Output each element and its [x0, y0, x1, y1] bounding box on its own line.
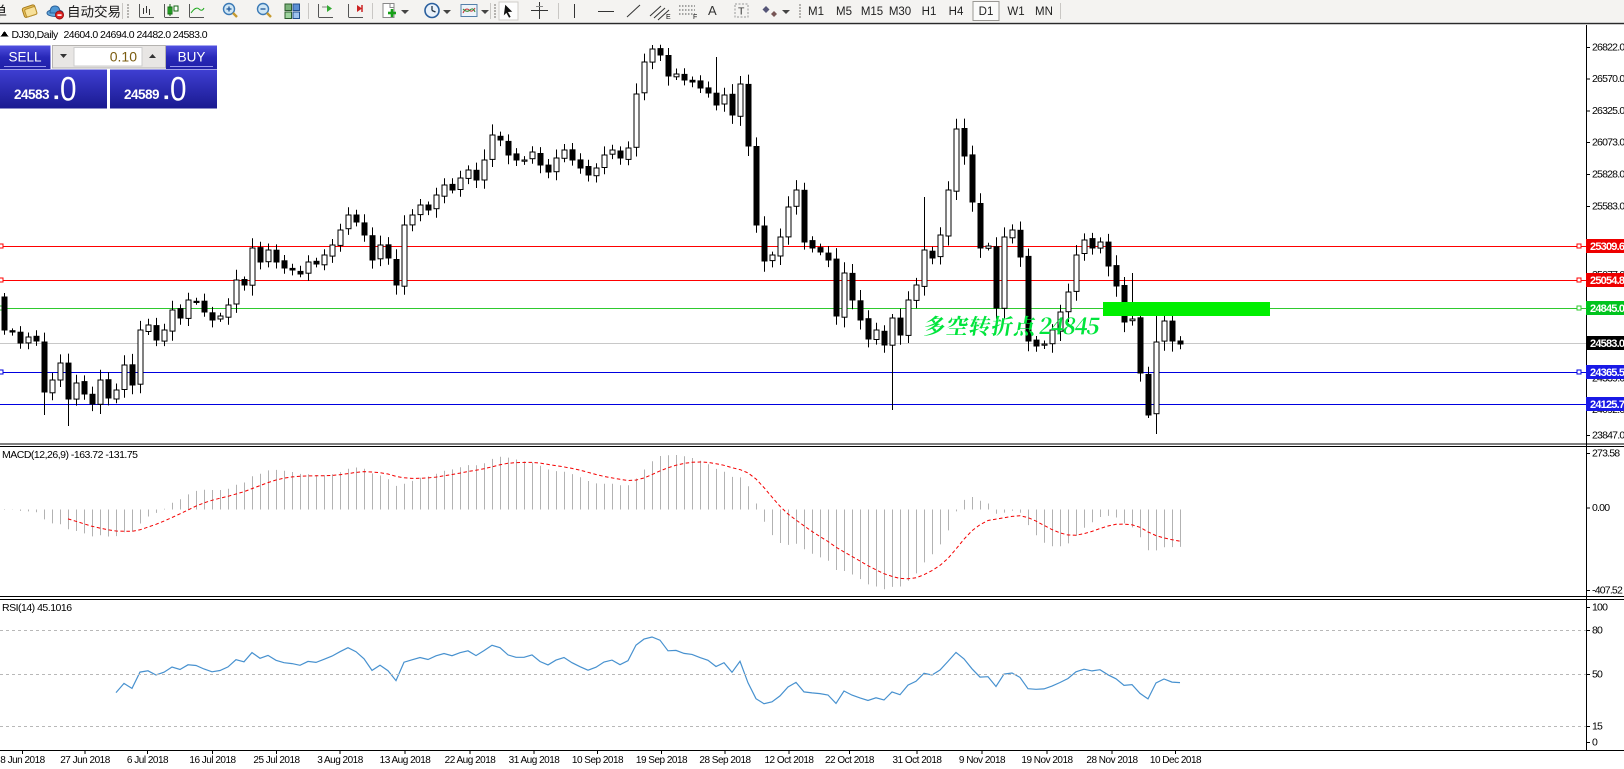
- svg-text:23847.0: 23847.0: [1592, 430, 1624, 442]
- svg-text:16 Jul 2018: 16 Jul 2018: [189, 755, 236, 766]
- svg-text:28 Nov 2018: 28 Nov 2018: [1086, 755, 1138, 766]
- svg-text:28 Sep 2018: 28 Sep 2018: [699, 755, 751, 766]
- svg-text:19 Sep 2018: 19 Sep 2018: [636, 755, 688, 766]
- svg-text:0.00: 0.00: [1592, 502, 1610, 514]
- svg-text:F: F: [693, 14, 697, 21]
- svg-text:10 Dec 2018: 10 Dec 2018: [1150, 755, 1202, 766]
- svg-text:MACD(12,26,9) -163.72 -131.75: MACD(12,26,9) -163.72 -131.75: [2, 449, 138, 461]
- svg-text:26570.0: 26570.0: [1592, 73, 1624, 85]
- svg-text:24583.0: 24583.0: [1590, 338, 1624, 350]
- svg-text:25828.0: 25828.0: [1592, 169, 1624, 181]
- svg-text:W1: W1: [1007, 6, 1024, 18]
- svg-text:24365.5: 24365.5: [1590, 367, 1624, 379]
- svg-text:M1: M1: [808, 6, 824, 18]
- svg-text:10 Sep 2018: 10 Sep 2018: [572, 755, 624, 766]
- svg-text:25054.8: 25054.8: [1590, 275, 1624, 287]
- svg-text:24845.0: 24845.0: [1590, 303, 1624, 315]
- svg-text:M5: M5: [836, 6, 852, 18]
- svg-text:0: 0: [1592, 737, 1598, 749]
- svg-text:24583: 24583: [14, 87, 50, 102]
- svg-text:RSI(14) 45.1016: RSI(14) 45.1016: [2, 602, 72, 614]
- svg-text:24589: 24589: [124, 87, 159, 102]
- svg-text:26073.0: 26073.0: [1592, 137, 1624, 149]
- svg-text:E: E: [666, 14, 671, 21]
- svg-text:80: 80: [1592, 625, 1603, 637]
- svg-text:6 Jul 2018: 6 Jul 2018: [127, 755, 169, 766]
- svg-text:24125.7: 24125.7: [1590, 399, 1624, 411]
- svg-text:25583.0: 25583.0: [1592, 201, 1624, 213]
- svg-text:8 Jun 2018: 8 Jun 2018: [0, 755, 45, 766]
- svg-text:9 Nov 2018: 9 Nov 2018: [959, 755, 1006, 766]
- svg-text:SELL: SELL: [8, 50, 42, 65]
- svg-text:22 Oct 2018: 22 Oct 2018: [825, 755, 875, 766]
- svg-text:MN: MN: [1035, 6, 1053, 18]
- svg-text:0: 0: [170, 71, 187, 109]
- svg-text:25309.6: 25309.6: [1590, 241, 1624, 253]
- svg-text:12 Oct 2018: 12 Oct 2018: [765, 755, 815, 766]
- svg-text:DJ30,Daily: DJ30,Daily: [12, 29, 59, 41]
- svg-text:31 Oct 2018: 31 Oct 2018: [893, 755, 943, 766]
- svg-text:31 Aug 2018: 31 Aug 2018: [509, 755, 561, 766]
- svg-text:22 Aug 2018: 22 Aug 2018: [445, 755, 497, 766]
- svg-text:15: 15: [1592, 721, 1603, 733]
- svg-text:25 Jul 2018: 25 Jul 2018: [253, 755, 300, 766]
- svg-text:T: T: [738, 6, 745, 18]
- svg-text:273.58: 273.58: [1592, 448, 1620, 460]
- svg-text:A: A: [708, 3, 717, 18]
- svg-text:M30: M30: [889, 6, 911, 18]
- svg-text:0: 0: [60, 71, 77, 109]
- svg-text:0.10: 0.10: [110, 49, 137, 65]
- svg-text:27 Jun 2018: 27 Jun 2018: [60, 755, 110, 766]
- svg-text:3 Aug 2018: 3 Aug 2018: [317, 755, 364, 766]
- svg-text:13 Aug 2018: 13 Aug 2018: [380, 755, 432, 766]
- svg-text:H1: H1: [922, 6, 937, 18]
- svg-text:M15: M15: [861, 6, 883, 18]
- svg-text:-407.52: -407.52: [1592, 585, 1623, 597]
- svg-text:H4: H4: [949, 6, 964, 18]
- svg-text:D1: D1: [979, 6, 994, 18]
- svg-text:19 Nov 2018: 19 Nov 2018: [1021, 755, 1073, 766]
- svg-text:100: 100: [1592, 602, 1608, 614]
- svg-text:26822.0: 26822.0: [1592, 42, 1624, 54]
- svg-text:24604.0 24694.0 24482.0 24583.: 24604.0 24694.0 24482.0 24583.0: [64, 29, 208, 41]
- svg-text:BUY: BUY: [178, 50, 206, 65]
- svg-text:26325.0: 26325.0: [1592, 105, 1624, 117]
- svg-text:50: 50: [1592, 669, 1603, 681]
